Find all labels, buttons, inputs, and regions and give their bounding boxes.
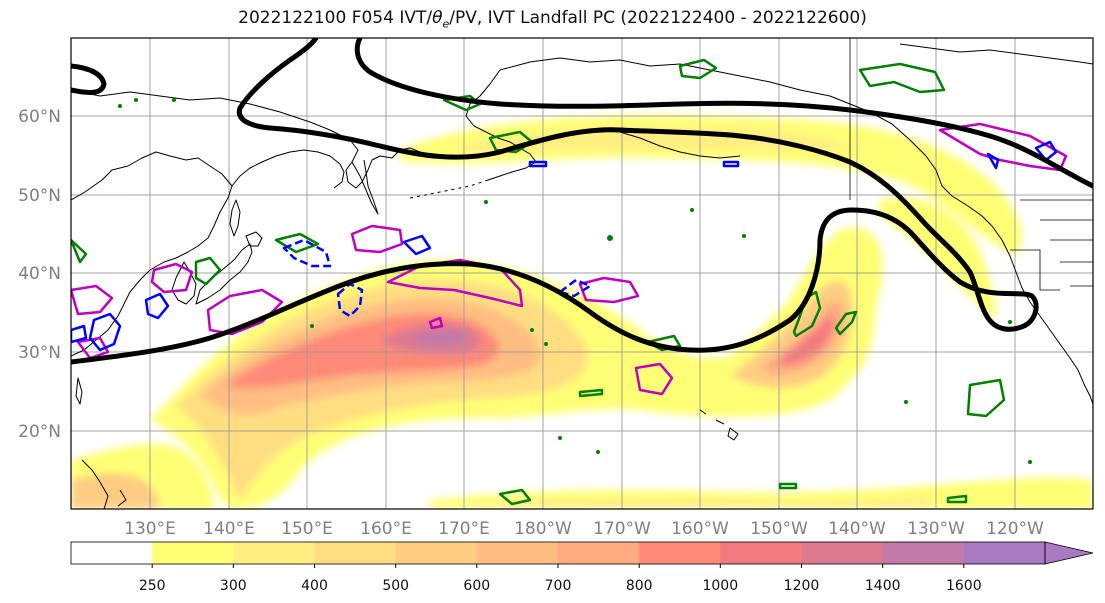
colorbar-tick-label: 250 <box>139 578 166 594</box>
coastlines <box>71 43 1093 509</box>
ivt-east-600 <box>760 301 844 375</box>
ivt-level-1400 <box>410 329 467 346</box>
colorbar-fills <box>71 542 1046 564</box>
lon-label-170e: 170°E <box>438 519 490 539</box>
coast-canada-islands <box>899 43 1093 65</box>
lat-label-50n: 50°N <box>18 186 61 206</box>
lon-label-120w: 120°W <box>986 519 1044 539</box>
colorbar-swatch <box>801 542 884 564</box>
coast-korea <box>171 261 197 305</box>
lon-label-140e: 140°E <box>203 519 255 539</box>
coast-alaska <box>499 57 993 227</box>
colorbar-swatch <box>720 542 802 564</box>
lon-label-130w: 130°W <box>907 519 965 539</box>
lon-tick-labels: 130°E 140°E 150°E 160°E 170°E 180°W 170°… <box>124 519 1044 539</box>
colorbar-tick-label: 1000 <box>702 578 738 594</box>
landfall-pc-contour <box>71 38 1093 365</box>
coast-north-america <box>991 225 1093 405</box>
colorbar-tick-label: 1200 <box>784 578 820 594</box>
lat-label-30n: 30°N <box>18 343 61 363</box>
lat-label-60n: 60°N <box>18 107 61 127</box>
lon-label-150e: 150°E <box>281 519 333 539</box>
coast-gulf-alaska <box>599 127 741 159</box>
colorbar-swatch <box>152 542 234 564</box>
ivt-band-north-inner <box>460 126 860 153</box>
colorbar-swatch <box>882 542 965 564</box>
map-frame <box>70 37 1094 510</box>
lon-label-160w: 160°W <box>671 519 729 539</box>
colorbar-tick-label: 700 <box>545 578 572 594</box>
coast-taiwan <box>75 377 83 405</box>
lon-label-160e: 160°E <box>360 519 412 539</box>
colorbar-extend-arrow <box>1044 541 1094 565</box>
lat-label-20n: 20°N <box>18 422 61 442</box>
coast-sakhalin <box>229 199 241 237</box>
colorbar-swatch <box>476 542 559 564</box>
lon-label-170w: 170°W <box>593 519 651 539</box>
colorbar-swatch <box>314 542 397 564</box>
colorbar-labels: 250 300 400 500 600 700 800 1000 1200 1400 1600 <box>139 564 982 594</box>
colorbar-swatch <box>233 542 315 564</box>
coast-kamchatka <box>351 159 379 215</box>
theta-e-small <box>118 98 1032 464</box>
borders <box>849 38 1093 291</box>
lat-tick-labels: 60°N 50°N 40°N 30°N 20°N <box>18 107 61 442</box>
colorbar-tick-label: 400 <box>301 578 328 594</box>
colorbar-tick-label: 1400 <box>865 578 901 594</box>
colorbar-tick-label: 300 <box>220 578 247 594</box>
colorbar-tick-label: 500 <box>382 578 409 594</box>
colorbar-tick-label: 800 <box>626 578 653 594</box>
lon-label-130e: 130°E <box>124 519 176 539</box>
ivt-shading <box>71 115 1093 509</box>
chart-title: 2022122100 F054 IVT/θe/PV, IVT Landfall … <box>238 8 867 31</box>
map-panel[interactable] <box>70 37 1094 510</box>
coast-philippines <box>81 459 127 509</box>
coast-hawaii <box>699 409 739 441</box>
colorbar-swatch <box>395 542 478 564</box>
colorbar-swatch <box>71 542 153 564</box>
colorbar-swatch <box>963 542 1046 564</box>
coast-east-asia <box>71 151 233 357</box>
ivt-south-400 <box>71 472 160 509</box>
colorbar-swatch <box>639 542 721 564</box>
colorbar: 250 300 400 500 600 700 800 1000 1200 1400 1600 <box>70 541 1094 594</box>
coast-hokkaido <box>245 231 263 247</box>
coast-sea-of-okhotsk <box>231 149 345 189</box>
colorbar-tick-label: 600 <box>463 578 490 594</box>
lon-label-150w: 150°W <box>750 519 808 539</box>
colorbar-swatch <box>558 542 640 564</box>
lon-label-140w: 140°W <box>828 519 886 539</box>
lat-label-40n: 40°N <box>18 264 61 284</box>
lon-label-180w: 180°W <box>514 519 572 539</box>
colorbar-tick-label: 1600 <box>946 578 982 594</box>
ivt-east-400 <box>730 280 853 389</box>
